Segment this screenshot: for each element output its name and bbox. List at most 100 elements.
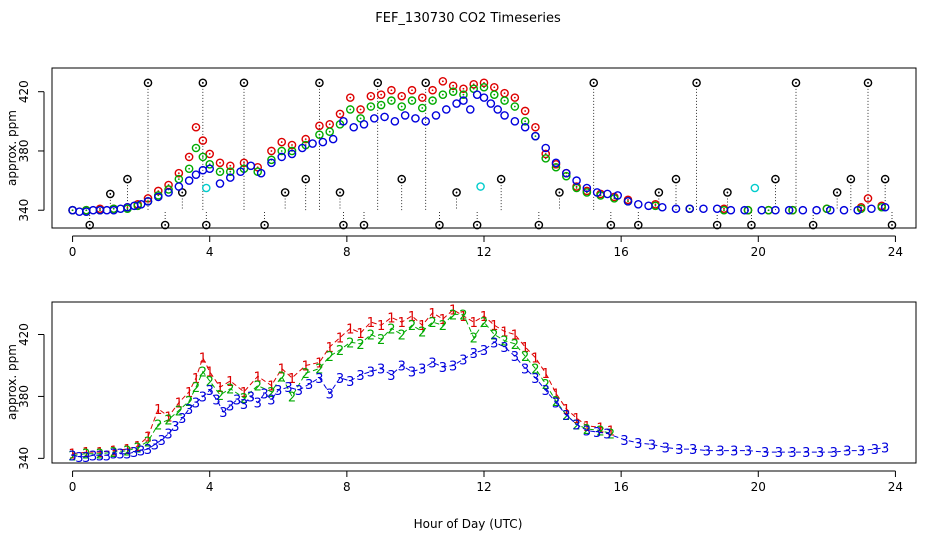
- series-1-marker: 1: [123, 443, 131, 458]
- bottom-y-axis: 340 380 420: [17, 323, 45, 470]
- series-3-marker: 3: [562, 409, 570, 424]
- blue-point: [486, 99, 496, 108]
- series-3-marker: 3: [439, 361, 447, 376]
- black-point: [555, 188, 564, 197]
- black-point: [85, 220, 95, 230]
- green-point: [277, 146, 287, 156]
- blue-point: [459, 96, 468, 105]
- series-1-marker: 1: [562, 403, 570, 418]
- black-point: [315, 78, 324, 88]
- green-point-center: [99, 209, 101, 212]
- blue-point: [277, 152, 287, 162]
- series-2-marker: 2: [82, 448, 90, 463]
- blue-point: [225, 173, 235, 182]
- green-point-center: [219, 170, 221, 173]
- series-2-marker: 2: [164, 414, 172, 429]
- blue-point: [267, 158, 276, 168]
- blue-point: [784, 205, 794, 215]
- black-point-center: [376, 81, 379, 84]
- red-point-center: [493, 86, 496, 89]
- series-2-marker: 2: [470, 332, 478, 347]
- blue-point: [359, 119, 369, 129]
- series-3-marker: 3: [583, 424, 591, 439]
- series-1-marker: 1: [288, 372, 296, 387]
- blue-point: [572, 176, 581, 185]
- series-2-marker: 2: [134, 442, 142, 457]
- red-point-center: [99, 207, 101, 210]
- green-point-center: [112, 207, 115, 210]
- series-1-marker: 1: [346, 322, 354, 337]
- blue-point: [510, 117, 520, 126]
- series-3-marker: 3: [744, 445, 752, 460]
- green-point: [743, 205, 753, 215]
- red-point-center: [503, 92, 506, 95]
- green-point-center: [71, 209, 74, 212]
- blue-point: [771, 205, 780, 215]
- series-1-marker: 1: [572, 412, 580, 427]
- blue-point: [287, 149, 297, 159]
- red-point: [205, 149, 215, 159]
- red-point: [174, 168, 184, 178]
- series-3-marker: 3: [254, 397, 262, 412]
- series-3-marker: 3: [408, 366, 416, 381]
- bottom-x-tick-label: 16: [614, 480, 629, 494]
- red-point: [407, 85, 417, 95]
- green-point-center: [654, 204, 657, 207]
- series-1-marker: 1: [542, 367, 550, 382]
- red-point: [366, 91, 376, 101]
- red-point: [428, 85, 437, 95]
- black-point: [335, 188, 345, 197]
- blue-point: [551, 158, 561, 168]
- green-point-center: [688, 207, 691, 210]
- green-point: [438, 90, 448, 99]
- series-2-marker: 2: [302, 367, 310, 382]
- bottom-x-tick-label: 20: [751, 480, 766, 494]
- green-point-center: [390, 99, 393, 102]
- green-point-center: [503, 99, 506, 102]
- green-point-center: [126, 207, 129, 210]
- series-3-marker: 3: [110, 448, 118, 463]
- green-point: [191, 143, 201, 153]
- series-3-marker: 3: [171, 420, 179, 435]
- red-point-center: [304, 138, 307, 141]
- green-point-center: [513, 105, 516, 108]
- cyan-point: [476, 182, 485, 191]
- series-3-marker: 3: [226, 400, 234, 415]
- series-3-marker: 3: [620, 434, 628, 449]
- bottom-y-tick-label: 380: [17, 385, 31, 408]
- black-point: [280, 188, 290, 197]
- series-3-marker: 3: [511, 350, 519, 365]
- red-point: [376, 90, 386, 99]
- black-point-center: [304, 178, 307, 181]
- red-point-center: [723, 207, 725, 210]
- red-point: [417, 93, 427, 102]
- series-2-marker: 2: [206, 375, 214, 390]
- blue-point: [369, 114, 379, 123]
- series-2-marker: 2: [521, 350, 529, 365]
- black-point: [198, 78, 208, 88]
- green-point: [500, 96, 509, 105]
- series-3-marker: 3: [247, 390, 255, 405]
- black-point-center: [109, 193, 112, 195]
- blue-point: [400, 111, 410, 120]
- green-point: [376, 100, 386, 110]
- series-1-marker: 1: [490, 319, 498, 334]
- series-3-marker: 3: [843, 445, 851, 460]
- series-3-marker: 3: [116, 448, 124, 463]
- blue-point: [880, 202, 890, 212]
- series-2-marker: 2: [185, 395, 193, 410]
- green-point: [551, 162, 561, 172]
- green-point-center: [483, 86, 485, 89]
- blue-point: [318, 137, 328, 147]
- green-point-center: [524, 120, 527, 123]
- black-point: [160, 220, 170, 230]
- series-2-marker: 2: [500, 335, 508, 350]
- series-1-marker: 1: [521, 341, 529, 356]
- green-point: [788, 205, 797, 215]
- cyan-point: [201, 183, 211, 193]
- black-point-center: [284, 191, 287, 194]
- red-point-center: [243, 161, 245, 164]
- black-point-center: [201, 81, 204, 84]
